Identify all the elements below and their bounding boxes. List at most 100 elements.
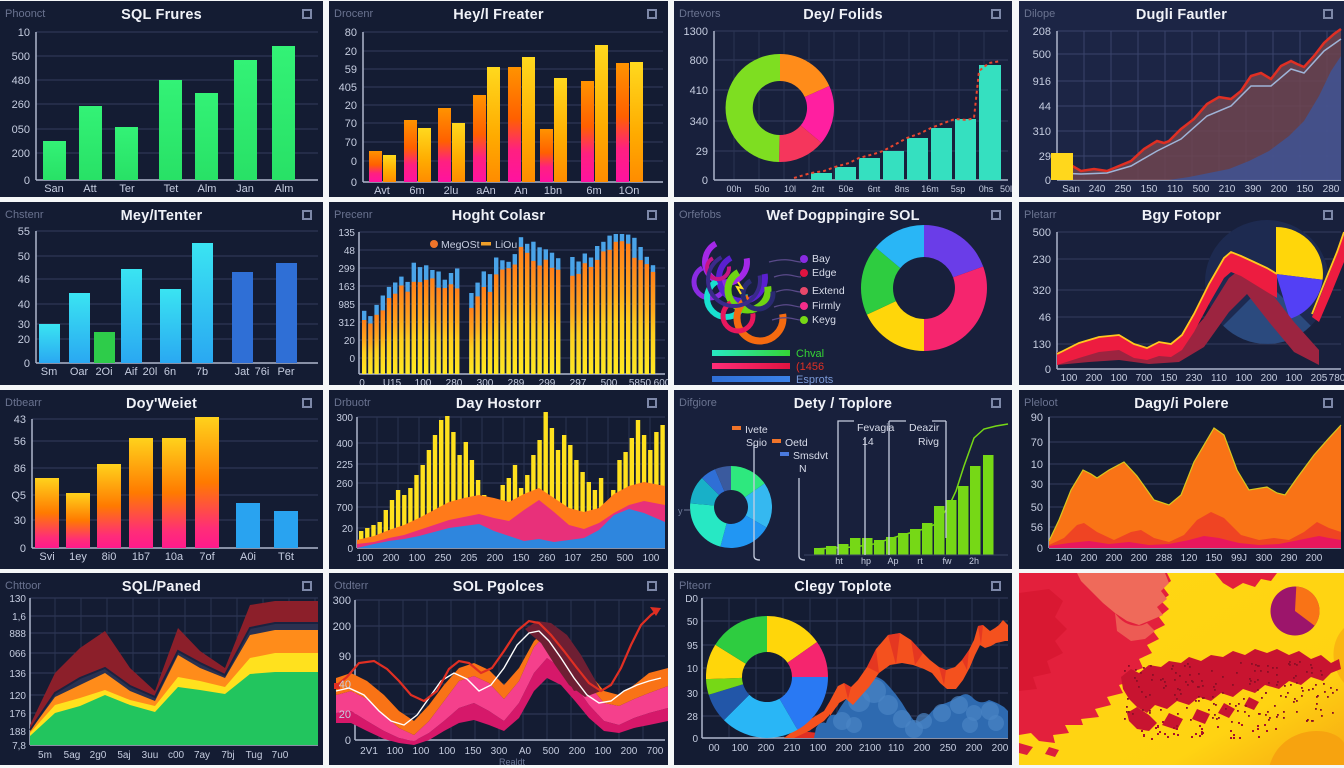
svg-text:14: 14 [862,436,874,448]
svg-text:55: 55 [18,226,30,238]
svg-text:D0: D0 [685,594,698,605]
svg-text:Jat: Jat [235,366,250,378]
svg-text:136: 136 [9,669,26,680]
svg-text:Att: Att [83,183,96,195]
svg-text:297: 297 [570,378,587,385]
svg-text:50e: 50e [838,184,853,194]
svg-text:500: 500 [1033,227,1051,239]
svg-text:7b: 7b [196,366,208,378]
svg-text:205: 205 [461,553,478,564]
svg-text:200: 200 [487,553,504,564]
svg-text:200: 200 [1271,184,1288,195]
svg-text:2h: 2h [969,556,979,566]
svg-text:Keyg: Keyg [812,314,836,326]
svg-text:200: 200 [1081,553,1098,564]
svg-text:200: 200 [1086,373,1103,384]
svg-text:y: y [678,506,683,516]
svg-text:299: 299 [539,378,556,385]
svg-text:5ag: 5ag [64,750,81,761]
svg-text:00: 00 [708,743,720,754]
svg-text:20: 20 [344,336,356,347]
svg-text:0: 0 [347,544,353,555]
svg-text:210: 210 [784,743,801,754]
svg-text:280: 280 [446,378,463,385]
svg-text:44: 44 [1039,101,1051,113]
svg-text:2Oi: 2Oi [95,366,112,378]
svg-text:20: 20 [345,46,357,58]
svg-text:0: 0 [351,177,357,189]
svg-text:100: 100 [595,746,612,757]
svg-text:0: 0 [20,543,26,555]
svg-text:hp: hp [861,556,871,566]
svg-text:3uu: 3uu [142,750,159,761]
svg-text:225: 225 [336,460,353,471]
svg-text:20: 20 [18,334,30,346]
svg-text:163: 163 [338,282,355,293]
svg-text:aAn: aAn [476,185,496,197]
svg-text:780: 780 [1329,373,1344,384]
svg-text:50o: 50o [754,184,769,194]
svg-text:16m: 16m [921,184,939,194]
svg-text:985: 985 [338,300,355,311]
svg-text:288: 288 [1156,553,1173,564]
svg-text:405: 405 [339,82,357,94]
svg-text:280: 280 [1323,184,1340,195]
svg-text:110: 110 [888,743,904,754]
svg-text:50: 50 [687,617,699,628]
svg-text:100: 100 [409,553,426,564]
svg-text:150: 150 [1297,184,1314,195]
svg-text:5m: 5m [38,750,52,761]
svg-text:U15: U15 [383,378,402,385]
svg-text:500: 500 [543,746,560,757]
svg-text:Bay: Bay [812,253,831,265]
svg-text:250: 250 [435,553,452,564]
svg-text:Edge: Edge [812,267,837,279]
svg-text:200: 200 [758,743,775,754]
svg-text:480: 480 [12,75,30,87]
svg-text:10l: 10l [784,184,796,194]
svg-text:200: 200 [914,743,931,754]
svg-text:290: 290 [1281,553,1298,564]
svg-text:200: 200 [836,743,853,754]
svg-text:56: 56 [14,436,26,448]
svg-text:Extend: Extend [812,285,845,297]
svg-text:250: 250 [940,743,957,754]
svg-text:888: 888 [9,629,26,640]
svg-text:100: 100 [1286,373,1303,384]
svg-text:250: 250 [591,553,608,564]
svg-text:43: 43 [14,414,26,426]
svg-text:205: 205 [1311,373,1328,384]
svg-text:6m: 6m [586,185,601,197]
svg-text:30: 30 [1031,479,1043,491]
svg-text:An: An [514,185,527,197]
svg-text:8i0: 8i0 [102,551,117,563]
svg-text:500: 500 [601,378,618,385]
svg-text:20: 20 [339,709,351,721]
svg-text:Oar: Oar [70,366,89,378]
svg-text:390: 390 [1245,184,1262,195]
svg-text:6m: 6m [409,185,424,197]
svg-text:200: 200 [1131,553,1148,564]
svg-text:40: 40 [339,679,351,691]
svg-text:200: 200 [1106,553,1123,564]
svg-text:Fevagia: Fevagia [857,422,895,434]
svg-text:240: 240 [1089,184,1106,195]
svg-text:200: 200 [1261,373,1278,384]
svg-text:2V1: 2V1 [360,746,378,757]
svg-text:150: 150 [465,746,482,757]
svg-text:Esprots: Esprots [796,374,834,385]
svg-text:340: 340 [690,116,708,128]
svg-text:70: 70 [1031,437,1043,449]
svg-text:1300: 1300 [684,26,708,38]
svg-text:100: 100 [413,746,430,757]
svg-text:Per: Per [277,366,294,378]
svg-text:310: 310 [1033,126,1051,138]
svg-text:100: 100 [439,746,456,757]
svg-text:700: 700 [336,503,353,514]
svg-text:1,6: 1,6 [12,612,26,623]
svg-text:130: 130 [9,594,26,605]
svg-text:135: 135 [338,228,355,239]
svg-text:30: 30 [14,515,26,527]
svg-text:95: 95 [687,641,699,652]
svg-text:176: 176 [9,709,26,720]
